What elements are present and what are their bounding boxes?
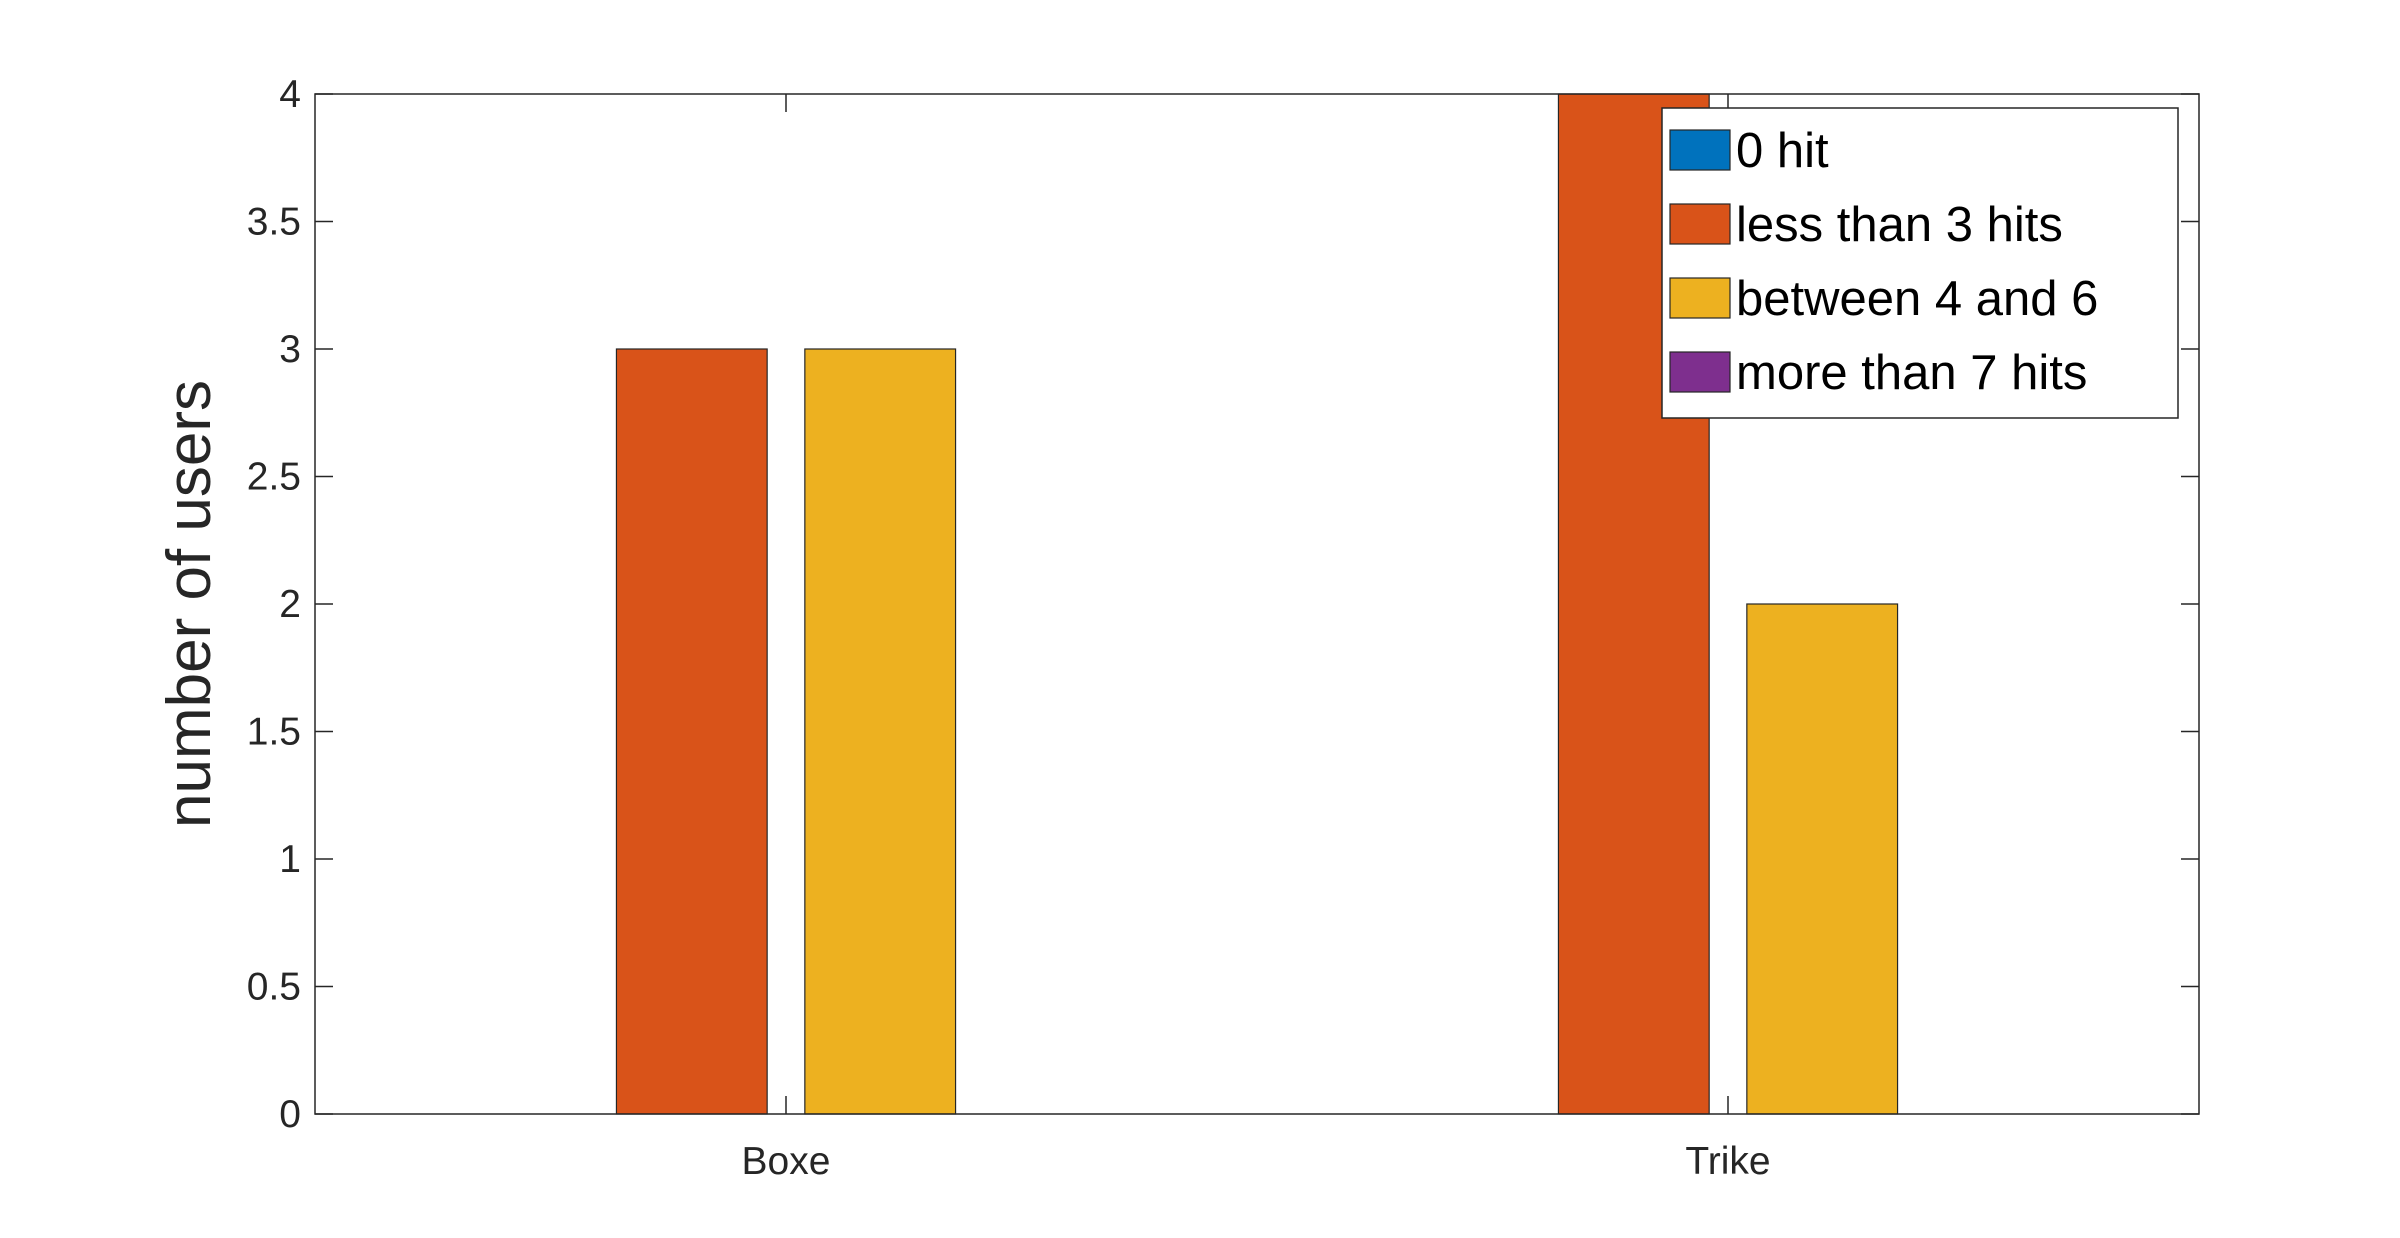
y-tick-label: 0.5 [247, 966, 301, 1009]
legend-swatch [1669, 203, 1731, 245]
bar-boxe-series-1 [615, 348, 768, 1115]
y-tick-label: 3.5 [247, 201, 301, 244]
y-tick-label: 1.5 [247, 711, 301, 754]
x-tick-label-boxe: Boxe [742, 1140, 831, 1183]
x-tick-label-trike: Trike [1685, 1140, 1770, 1183]
legend-label: between 4 and 6 [1736, 272, 2098, 326]
legend-label: less than 3 hits [1736, 198, 2063, 252]
legend-swatch [1669, 351, 1731, 393]
y-tick-label: 2.5 [247, 456, 301, 499]
bar-boxe-series-2 [804, 348, 957, 1115]
y-tick-label: 2 [279, 583, 301, 626]
bars-layer [615, 93, 1899, 1115]
bar-trike-series-2 [1746, 603, 1899, 1115]
y-tick-label: 4 [279, 73, 301, 116]
legend-label: more than 7 hits [1736, 346, 2087, 400]
ticks-layer [315, 93, 2199, 1115]
y-tick-label: 1 [279, 838, 301, 881]
legend: 0 hit less than 3 hits between 4 and 6 more… [1661, 107, 2179, 419]
legend-swatch [1669, 277, 1731, 319]
y-tick-label: 0 [279, 1093, 301, 1136]
y-axis-title: number of users [155, 380, 224, 828]
legend-label: 0 hit [1736, 124, 1829, 178]
y-tick-labels: 0 0.5 1 1.5 2 2.5 3 3.5 4 [247, 73, 301, 1136]
legend-box [1661, 107, 2179, 419]
y-tick-label: 3 [279, 328, 301, 371]
x-tick-labels: Boxe Trike [742, 1140, 1771, 1183]
legend-swatch [1669, 129, 1731, 171]
